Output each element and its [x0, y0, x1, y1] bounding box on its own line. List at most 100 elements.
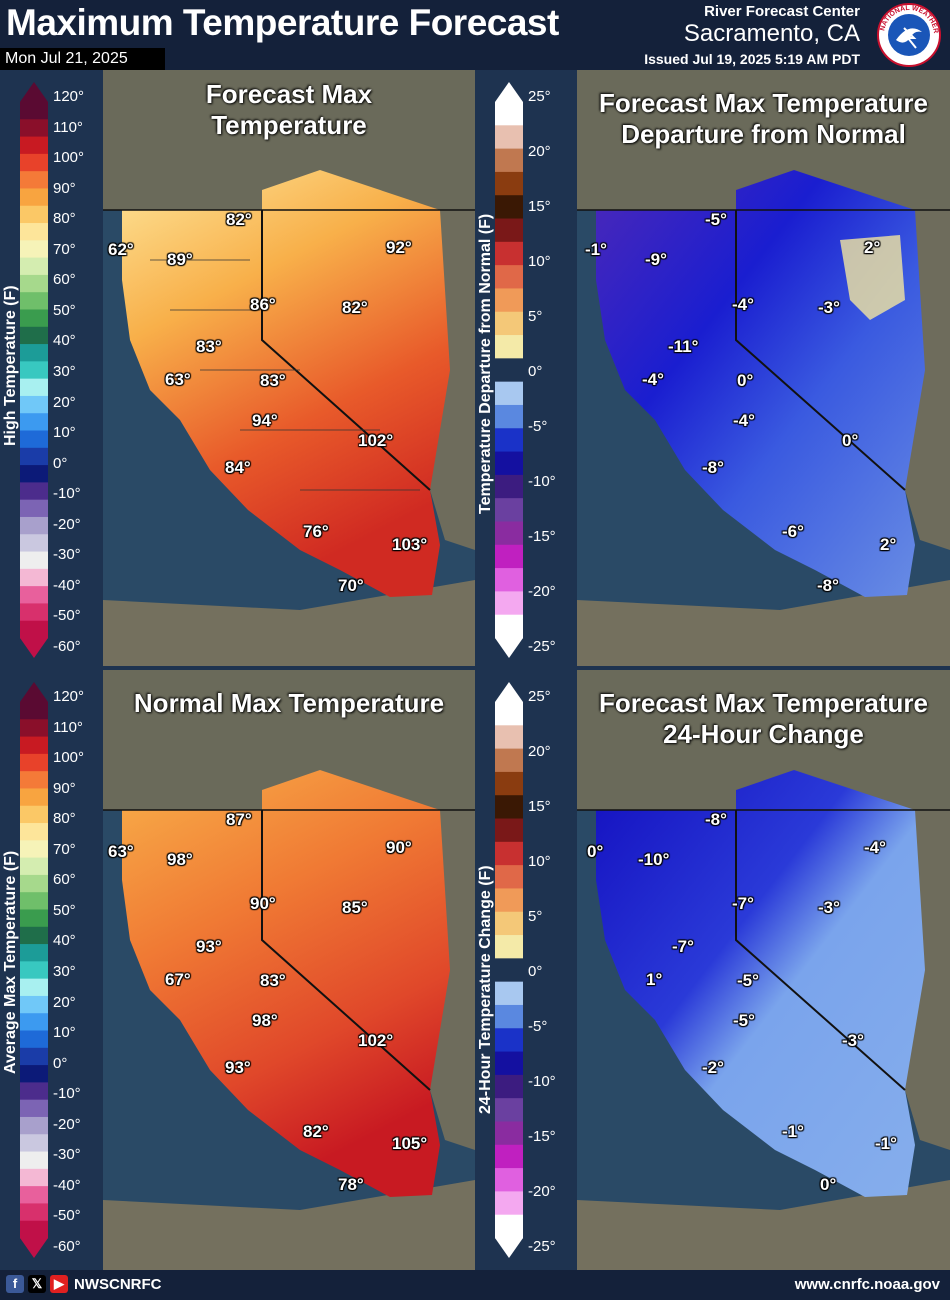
legend-swatch — [495, 358, 523, 383]
legend-tick-label: 80° — [53, 810, 76, 828]
map-value-label: -4° — [864, 838, 886, 857]
legend-swatch — [20, 771, 48, 789]
map-value-label: -3° — [842, 1031, 864, 1050]
legend-swatch — [20, 978, 48, 997]
social-handle[interactable]: NWSCNRFC — [74, 1276, 162, 1293]
legend-tick-label: -20° — [528, 1183, 556, 1200]
legend-color-bar — [495, 82, 523, 658]
legend-swatch — [495, 1098, 523, 1122]
legend-swatch — [495, 428, 523, 453]
map-value-label: -1° — [585, 240, 607, 259]
legend-tick-label: -50° — [53, 607, 81, 625]
legend-swatch — [495, 335, 523, 359]
map-value-label: 67° — [165, 970, 191, 989]
legend-swatch — [20, 153, 48, 172]
map-value-label: 102° — [358, 431, 394, 450]
legend-axis-label: Average Max Temperature (F) — [2, 850, 19, 1074]
legend-swatch — [495, 521, 523, 546]
legend-swatch — [20, 823, 48, 841]
map-value-label: -11° — [668, 337, 699, 356]
map-value-label: 102° — [358, 1031, 394, 1050]
map-value-label: 2° — [864, 238, 881, 257]
legend-swatch — [495, 171, 523, 196]
map-value-label: 0° — [737, 371, 754, 390]
map-value-label: 86° — [250, 295, 276, 314]
legend-swatch — [20, 874, 48, 893]
legend-swatch — [20, 516, 48, 535]
legend-tick-label: -10° — [53, 1085, 81, 1103]
legend-tick-label: -10° — [53, 485, 81, 503]
legend-tick-label: 110° — [53, 718, 83, 736]
map-value-label: 78° — [338, 1175, 364, 1194]
legend-swatch — [20, 1186, 48, 1204]
youtube-icon[interactable]: ▶ — [50, 1275, 68, 1293]
panel-forecast-max-map — [103, 70, 475, 666]
legend-swatch — [495, 795, 523, 820]
map-value-label: 92° — [386, 238, 412, 257]
map-value-label: 83° — [260, 971, 286, 990]
legend-swatch — [495, 102, 523, 126]
legend-axis-label: Temperature Departure from Normal (F) — [477, 213, 494, 514]
map-value-label: -5° — [705, 210, 727, 229]
legend-tick-label: 20° — [53, 393, 76, 411]
issued-time: Issued Jul 19, 2025 5:19 AM PDT — [644, 51, 860, 67]
map-value-label: 90° — [250, 894, 276, 913]
legend-arrow-down — [495, 1238, 523, 1258]
website-link[interactable]: www.cnrfc.noaa.gov — [794, 1276, 940, 1293]
legend-swatch — [20, 702, 48, 720]
legend-swatch — [20, 1220, 48, 1239]
legend-swatch — [20, 395, 48, 414]
legend-color-bar — [20, 682, 48, 1258]
map-value-label: -1° — [875, 1134, 897, 1153]
legend-swatch — [20, 1116, 48, 1135]
legend-tick-label: 25° — [528, 688, 551, 705]
facebook-icon[interactable]: f — [6, 1275, 24, 1293]
legend-swatch — [495, 1004, 523, 1029]
legend-swatch — [495, 981, 523, 1006]
legend-swatch — [20, 926, 48, 945]
legend-swatch — [495, 288, 523, 313]
legend-swatch — [495, 614, 523, 639]
legend-tick-label: -10° — [528, 1073, 556, 1090]
legend-swatch — [20, 788, 48, 807]
legend-high-temperature: 120° 110° 100° 90° 80° 70° 60° 50° 40° 30° 20° 10° 0… — [0, 74, 102, 666]
legend-swatch — [495, 818, 523, 843]
legend-swatch — [495, 748, 523, 773]
page-title: Maximum Temperature Forecast — [6, 2, 559, 43]
legend-swatch — [495, 591, 523, 616]
legend-color-bar — [20, 82, 48, 658]
legend-swatch — [20, 551, 48, 570]
legend-swatch — [20, 534, 48, 553]
legend-swatch — [20, 102, 48, 120]
legend-tick-label: 100° — [53, 749, 85, 767]
legend-swatch — [20, 1013, 48, 1032]
legend-swatch — [20, 840, 48, 859]
legend-swatch — [495, 1191, 523, 1216]
x-twitter-icon[interactable]: 𝕏 — [28, 1275, 46, 1293]
legend-swatch — [495, 865, 523, 889]
legend-swatch — [20, 240, 48, 259]
legend-tick-label: 50° — [53, 301, 76, 319]
title-line-1: Forecast Max Temperature — [599, 88, 928, 118]
legend-swatch — [495, 841, 523, 866]
legend-tick-label: 40° — [53, 332, 76, 350]
legend-swatch — [495, 148, 523, 173]
panel-title-departure: Forecast Max Temperature Departure from … — [577, 88, 950, 158]
panel-title-forecast-max: Forecast Max Temperature — [103, 79, 475, 149]
map-value-label: 63° — [165, 370, 191, 389]
legend-tick-label: 10° — [53, 424, 76, 442]
legend-tick-label: 40° — [53, 932, 76, 950]
legend-tick-label: 5° — [528, 308, 543, 325]
legend-tick-label: 70° — [53, 240, 76, 258]
legend-swatch — [495, 195, 523, 220]
map-value-label: -7° — [732, 894, 754, 913]
legend-axis-label: 24-Hour Temperature Change (F) — [477, 865, 494, 1114]
title-line-2: Temperature — [211, 110, 367, 140]
legend-swatch — [20, 603, 48, 622]
map-value-label: 103° — [392, 535, 428, 554]
legend-swatch — [20, 736, 48, 755]
legend-swatch — [495, 404, 523, 429]
title-line-2: Departure from Normal — [621, 119, 906, 149]
legend-swatch — [20, 1099, 48, 1118]
forecast-date: Mon Jul 21, 2025 — [0, 48, 165, 70]
